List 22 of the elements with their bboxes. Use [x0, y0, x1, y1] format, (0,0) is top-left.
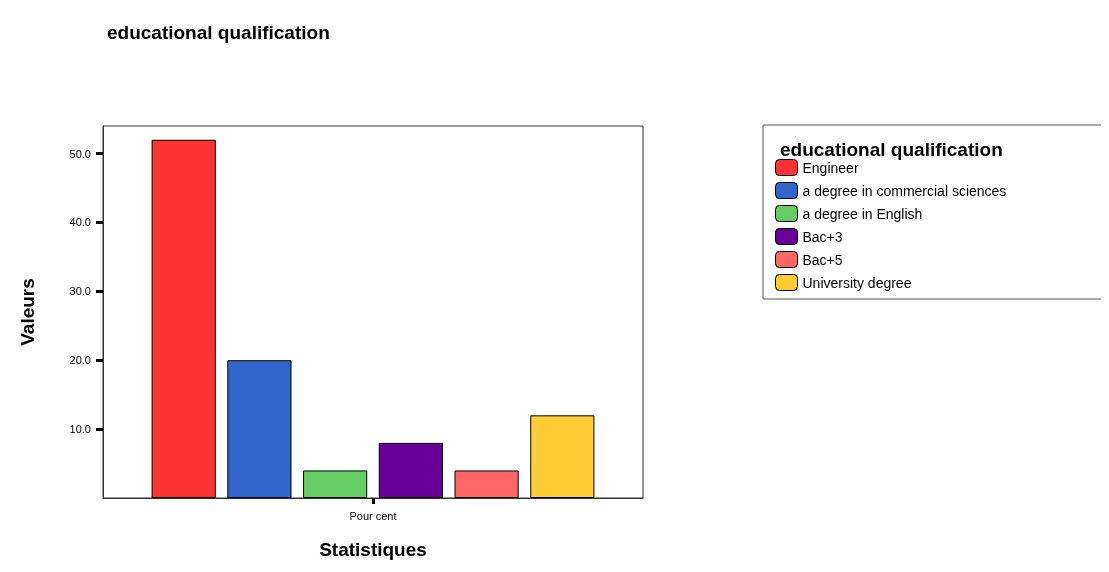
bar: [151, 139, 216, 498]
x-tick-label: Pour cent: [349, 509, 397, 522]
y-tick-label: 40.0: [69, 216, 91, 229]
legend-label: Engineer: [802, 159, 859, 176]
bar: [378, 442, 443, 498]
y-tick-label: 50.0: [69, 147, 91, 160]
legend-label: a degree in commercial sciences: [802, 182, 1007, 199]
legend-label: Bac+5: [802, 251, 843, 268]
y-axis-title: Valeurs: [17, 278, 38, 346]
legend-label: University degree: [802, 274, 912, 291]
x-axis-title: Statistiques: [319, 539, 427, 560]
legend-label: a degree in English: [802, 205, 923, 222]
bar: [227, 360, 292, 498]
bar: [303, 470, 368, 498]
y-tick-label: 10.0: [69, 423, 91, 436]
legend-label: Bac+3: [802, 228, 843, 245]
y-tick-label: 30.0: [69, 285, 91, 298]
legend-title: educational qualification: [780, 139, 1003, 160]
bar: [454, 470, 519, 498]
chart-title: educational qualification: [107, 22, 330, 43]
bar: [530, 415, 595, 498]
y-tick-label: 20.0: [69, 354, 91, 367]
